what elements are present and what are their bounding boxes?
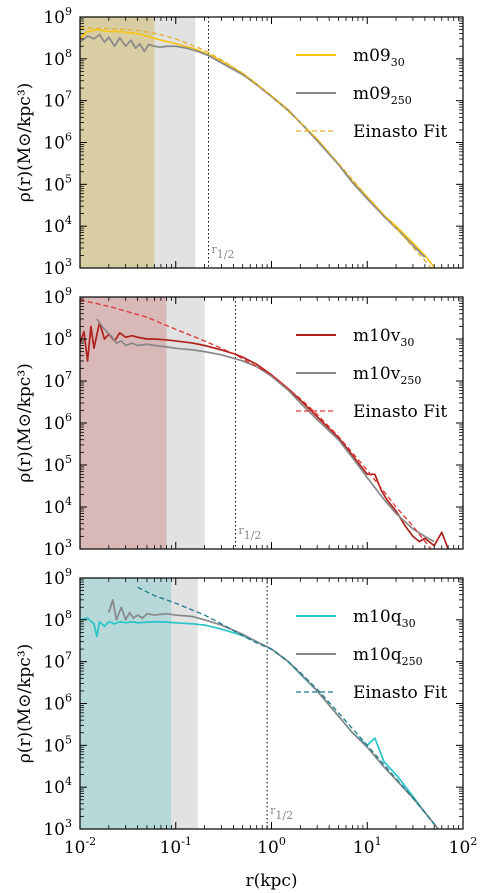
resolution-band-1 (166, 297, 205, 549)
x-tick-label: 10-2 (64, 835, 96, 858)
resolution-band-1 (154, 17, 196, 268)
y-tick-label: 104 (43, 495, 72, 518)
y-tick-label: 104 (43, 214, 72, 237)
y-tick-label: 106 (43, 692, 72, 715)
r-half-label: r1/2 (212, 243, 235, 261)
series-line-m10q-0 (80, 617, 439, 829)
panel-m09: r1/2 103 104 105 106 107 108 109 ρ(r)(M⊙/kpc³) m0… (15, 5, 464, 279)
plot-area (80, 297, 449, 549)
y-axis-label: ρ(r)(M⊙/kpc³) (15, 83, 35, 203)
y-tick-label: 105 (43, 733, 72, 756)
legend-label-2: Einasto Fit (353, 122, 447, 142)
r-half-label: r1/2 (270, 804, 293, 822)
y-tick-label: 103 (43, 817, 72, 840)
legend-label-2: Einasto Fit (353, 683, 447, 703)
y-axis-label: ρ(r)(M⊙/kpc³) (15, 644, 35, 764)
plot-area (80, 17, 437, 268)
y-tick-label: 108 (43, 327, 72, 350)
series-line-m09-1 (80, 33, 426, 258)
y-tick-label: 106 (43, 131, 72, 154)
legend-label-1: m10v250 (353, 364, 421, 387)
y-tick-label: 106 (43, 411, 72, 434)
y-tick-label: 104 (43, 775, 72, 798)
x-tick-label: 102 (449, 835, 478, 858)
panel-m10v: r1/2 103 104 105 106 107 108 109 ρ(r)(M⊙/kpc³) m1… (15, 285, 464, 560)
series-line-m09-2 (80, 27, 432, 268)
plot-area (80, 578, 439, 829)
legend-label-0: m10q30 (353, 607, 416, 630)
series-line-m10v-1 (96, 318, 435, 543)
y-tick-label: 109 (43, 5, 72, 28)
legend-label-1: m09250 (353, 84, 412, 107)
resolution-band-1 (171, 578, 198, 829)
y-axis-label: ρ(r)(M⊙/kpc³) (15, 363, 35, 483)
x-tick-label: 10-1 (160, 835, 192, 858)
y-tick-label: 103 (43, 256, 72, 279)
y-tick-label: 107 (43, 369, 72, 392)
y-tick-label: 107 (43, 89, 72, 112)
resolution-band-0 (80, 578, 172, 829)
series-line-m10q-1 (108, 599, 439, 829)
y-tick-label: 103 (43, 537, 72, 560)
legend-label-0: m10v30 (353, 326, 414, 349)
x-tick-label: 100 (257, 835, 286, 858)
r-half-label: r1/2 (238, 524, 261, 542)
legend-label-1: m10q250 (353, 645, 423, 668)
y-tick-label: 109 (43, 566, 72, 589)
y-tick-label: 108 (43, 608, 72, 631)
legend-label-2: Einasto Fit (353, 402, 447, 422)
legend-label-0: m0930 (353, 46, 405, 69)
y-tick-label: 108 (43, 47, 72, 70)
x-axis-label: r(kpc) (245, 871, 297, 891)
x-tick-label: 101 (353, 835, 382, 858)
resolution-band-0 (80, 17, 155, 268)
y-tick-label: 109 (43, 285, 72, 308)
series-line-m10q-2 (137, 586, 435, 825)
y-tick-label: 107 (43, 650, 72, 673)
y-tick-label: 105 (43, 172, 72, 195)
y-tick-label: 105 (43, 453, 72, 476)
panel-m10q: r1/2 103 104 105 106 107 108 109 10-2 10-1 100 101 1… (15, 566, 477, 891)
